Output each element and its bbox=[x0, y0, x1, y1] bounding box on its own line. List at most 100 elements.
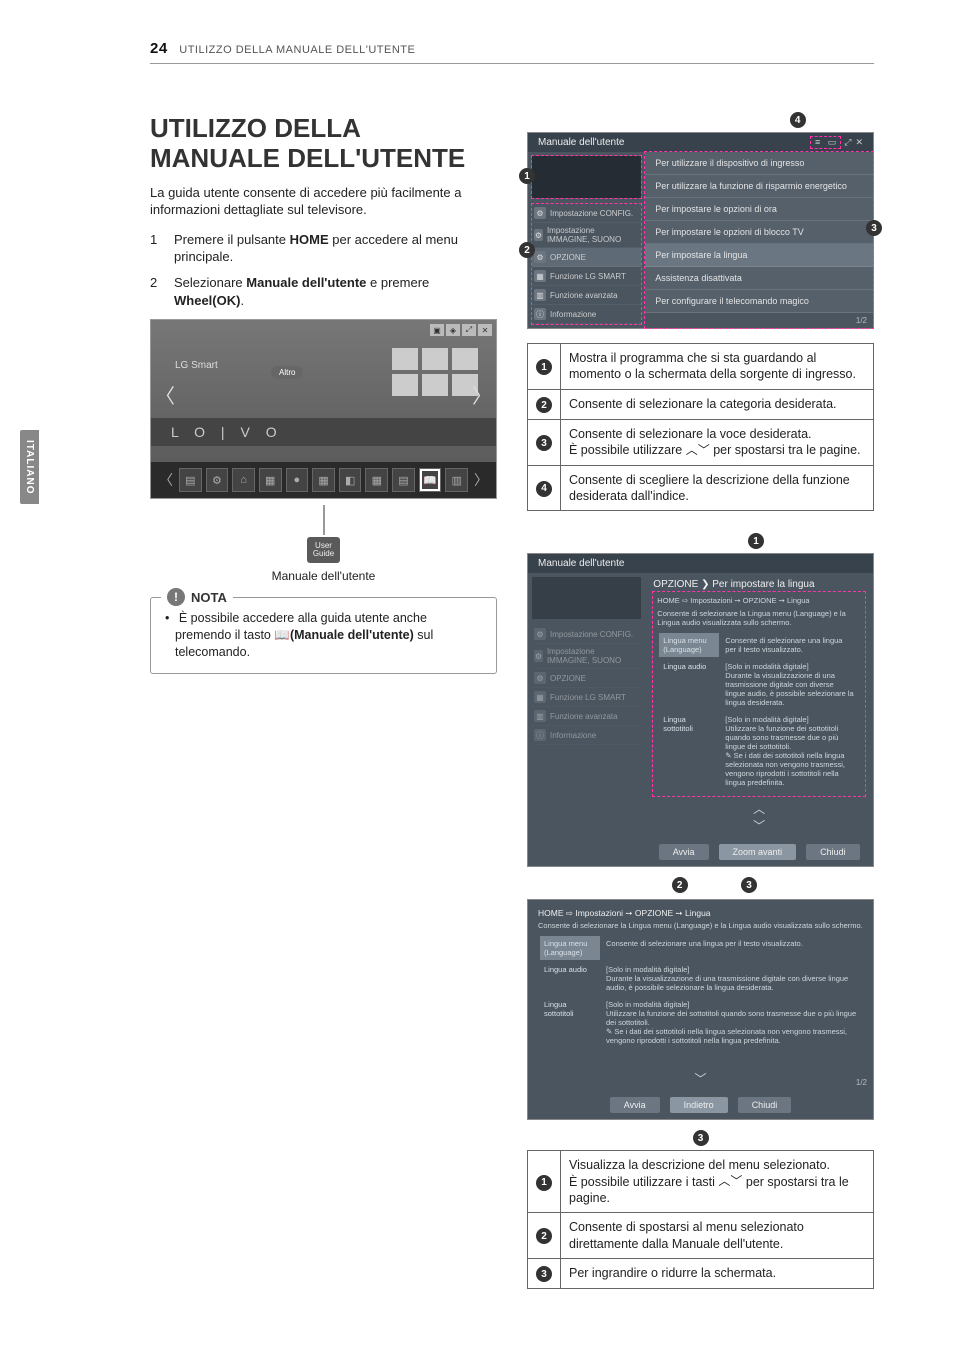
intro-text: La guida utente consente di accedere più… bbox=[150, 184, 497, 219]
table-row: Lingua sottotitoli[Solo in modalità digi… bbox=[540, 997, 861, 1048]
sidebar-item-selected: ⚙OPZIONE bbox=[532, 248, 641, 267]
manual-key-icon: 📖 bbox=[274, 628, 290, 642]
step2-bold: Manuale dell'utente bbox=[246, 275, 366, 290]
banner-row: L O | V O bbox=[151, 418, 496, 446]
cell: [Solo in modalità digitale] Durante la v… bbox=[602, 962, 861, 995]
user-guide-badge: User Guide bbox=[307, 537, 340, 563]
expand-icon: ⤢ bbox=[844, 137, 851, 148]
callout-arrow: User Guide bbox=[150, 505, 497, 563]
manual-screen-2: Manuale dell'utente ⚙Impostazione CONFIG… bbox=[527, 553, 874, 867]
callout-desc: Consente di selezionare la categoria des… bbox=[561, 389, 874, 420]
sidebar-item: ▥Funzione avanzata bbox=[532, 286, 641, 305]
launcher-bar: 〈 ▤ ⚙ ⌂ ▦ ● ▦ ◧ ▦ ▤ 📖 ▥ 〉 bbox=[151, 462, 496, 498]
callout-3: 3 bbox=[866, 220, 882, 236]
cell: [Solo in modalità digitale] Utilizzare l… bbox=[721, 712, 859, 790]
sidebar-label: OPZIONE bbox=[550, 674, 586, 683]
r3-pre: È possibile utilizzare bbox=[569, 443, 686, 457]
app-tiles bbox=[392, 348, 478, 396]
top-icon: ▣ bbox=[430, 324, 444, 336]
preview-thumb bbox=[532, 156, 641, 198]
cell: Lingua sottotitoli bbox=[540, 997, 600, 1048]
table-row: Lingua menu (Language)Consente di selezi… bbox=[540, 936, 861, 960]
callout-2: 2 bbox=[672, 877, 688, 893]
num-badge: 4 bbox=[536, 481, 552, 497]
indietro-button[interactable]: Indietro bbox=[670, 1097, 728, 1113]
callout-desc: Mostra il programma che si sta guardando… bbox=[561, 344, 874, 390]
sidebar-label: Impostazione CONFIG. bbox=[550, 209, 633, 218]
top-icon: ◈ bbox=[446, 324, 460, 336]
note-body: È possibile accedere alla guida utente a… bbox=[163, 610, 484, 661]
cell: Consente di selezionare una lingua per i… bbox=[721, 633, 859, 657]
note-box: ! NOTA È possibile accedere alla guida u… bbox=[150, 597, 497, 674]
path-text: HOME ⇨ Impostazioni ➙ OPZIONE ➙ Lingua bbox=[538, 908, 863, 919]
r1-pre: È possibile utilizzare i tasti bbox=[569, 1175, 718, 1189]
manual-screen-3: HOME ⇨ Impostazioni ➙ OPZIONE ➙ Lingua C… bbox=[527, 899, 874, 1120]
breadcrumb: OPZIONE ❯ Per impostare la lingua bbox=[653, 579, 865, 590]
table-row: Lingua audio[Solo in modalità digitale] … bbox=[540, 962, 861, 995]
cell: Consente di selezionare una lingua per i… bbox=[602, 936, 861, 960]
screen1-main: Per utilizzare il dispositivo di ingress… bbox=[645, 152, 873, 328]
preview-thumb bbox=[532, 577, 641, 619]
window-icons: ≡ ▭ ⤢ ✕ bbox=[811, 137, 863, 148]
table-row: 4 Consente di scegliere la descrizione d… bbox=[528, 465, 874, 511]
user-guide-caption: Manuale dell'utente bbox=[150, 569, 497, 583]
sidebar-label: Impostazione IMMAGINE, SUONO bbox=[547, 226, 639, 244]
sidebar-item: ⚙ Impostazione IMMAGINE, SUONO bbox=[532, 223, 641, 248]
top-icon: ⤢ bbox=[462, 324, 476, 336]
launcher-cell: ⌂ bbox=[232, 468, 255, 492]
cell: Lingua audio bbox=[540, 962, 600, 995]
num-badge: 1 bbox=[536, 1175, 552, 1191]
screen2-sidebar: ⚙Impostazione CONFIG. ⚙Impostazione IMMA… bbox=[528, 573, 645, 866]
callout-3: 3 bbox=[693, 1130, 709, 1146]
sidebar-item: ⓘInformazione bbox=[532, 726, 641, 745]
page-indicator: 1/2 bbox=[856, 316, 867, 325]
launcher-cell: ● bbox=[286, 468, 309, 492]
chiudi-button[interactable]: Chiudi bbox=[806, 844, 860, 860]
callout-table-1: 1 Mostra il programma che si sta guardan… bbox=[527, 343, 874, 511]
page-number: 24 bbox=[150, 40, 168, 57]
cell: Lingua audio bbox=[659, 659, 719, 710]
path-text: HOME ⇨ Impostazioni ➙ OPZIONE ➙ Lingua bbox=[657, 596, 861, 605]
cell: [Solo in modalità digitale] Utilizzare l… bbox=[602, 997, 861, 1048]
r3-post: per spostarsi tra le pagine. bbox=[710, 443, 861, 457]
callout-desc: Consente di scegliere la descrizione del… bbox=[561, 465, 874, 511]
language-tab: ITALIANO bbox=[20, 430, 39, 504]
list-row: Per utilizzare la funzione di risparmio … bbox=[645, 175, 873, 198]
list-row: Per utilizzare il dispositivo di ingress… bbox=[645, 152, 873, 175]
gear-icon: ⚙ bbox=[534, 229, 543, 241]
sidebar-item: ▦Funzione LG SMART bbox=[532, 267, 641, 286]
callout-desc: Visualizza la descrizione del menu selez… bbox=[561, 1151, 874, 1213]
zoom-button[interactable]: Zoom avanti bbox=[719, 844, 797, 860]
launcher-cell: ▦ bbox=[365, 468, 388, 492]
callout-table-2: 1 Visualizza la descrizione del menu sel… bbox=[527, 1150, 874, 1289]
close-icon: ✕ bbox=[855, 137, 863, 148]
avvia-button[interactable]: Avvia bbox=[659, 844, 709, 860]
launcher-cell: ▤ bbox=[392, 468, 415, 492]
num-badge: 3 bbox=[536, 1266, 552, 1282]
chiudi-button[interactable]: Chiudi bbox=[738, 1097, 792, 1113]
manual-screen-1: Manuale dell'utente ≡ ▭ ⤢ ✕ ⚙Impostazion… bbox=[527, 132, 874, 329]
step-number: 1 bbox=[150, 231, 164, 266]
launcher-cell: ▥ bbox=[445, 468, 468, 492]
screen2-buttons: Avvia Zoom avanti Chiudi bbox=[645, 844, 873, 860]
step2-pre: Selezionare bbox=[174, 275, 246, 290]
carousel-left-icon: 〈 bbox=[155, 380, 175, 409]
top-icon: ✕ bbox=[478, 324, 492, 336]
lang-settings-table: Lingua menu (Language)Consente di selezi… bbox=[538, 934, 863, 1050]
right-column: 4 1 2 3 Manuale dell'utente ≡ ▭ ⤢ ✕ bbox=[527, 114, 874, 1309]
screen1-sidebar: ⚙ Impostazione CONFIG. ⚙ Impostazione IMMA… bbox=[528, 152, 645, 328]
launcher-cell: ▤ bbox=[179, 468, 202, 492]
table-row: 1 Visualizza la descrizione del menu sel… bbox=[528, 1151, 874, 1213]
sidebar-label: OPZIONE bbox=[550, 253, 586, 262]
table-row: Lingua menu (Language)Consente di selezi… bbox=[659, 633, 859, 657]
screen2-wrap: 1 Manuale dell'utente ⚙Impostazione CONF… bbox=[527, 535, 874, 891]
note-body-bold: (Manuale dell'utente) bbox=[290, 628, 414, 642]
lang-settings-table: Lingua menu (Language)Consente di selezi… bbox=[657, 631, 861, 792]
bar-right-icon: 〉 bbox=[474, 470, 488, 490]
avvia-button[interactable]: Avvia bbox=[610, 1097, 660, 1113]
help-text: Consente di selezionare la Lingua menu (… bbox=[538, 921, 863, 930]
screen2-detail: OPZIONE ❯ Per impostare la lingua HOME ⇨… bbox=[645, 573, 873, 866]
sidebar-label: Informazione bbox=[550, 731, 596, 740]
sidebar-item: ⚙Impostazione IMMAGINE, SUONO bbox=[532, 644, 641, 669]
updown-icon: ︿﹀ bbox=[718, 1174, 742, 1190]
